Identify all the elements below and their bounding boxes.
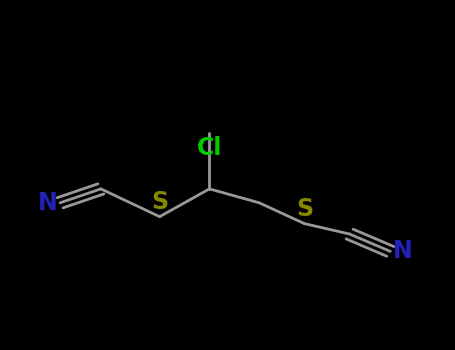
Text: N: N [38, 191, 58, 215]
Text: S: S [296, 197, 313, 221]
Text: S: S [151, 190, 168, 214]
Text: N: N [393, 239, 412, 264]
Text: Cl: Cl [197, 136, 222, 160]
